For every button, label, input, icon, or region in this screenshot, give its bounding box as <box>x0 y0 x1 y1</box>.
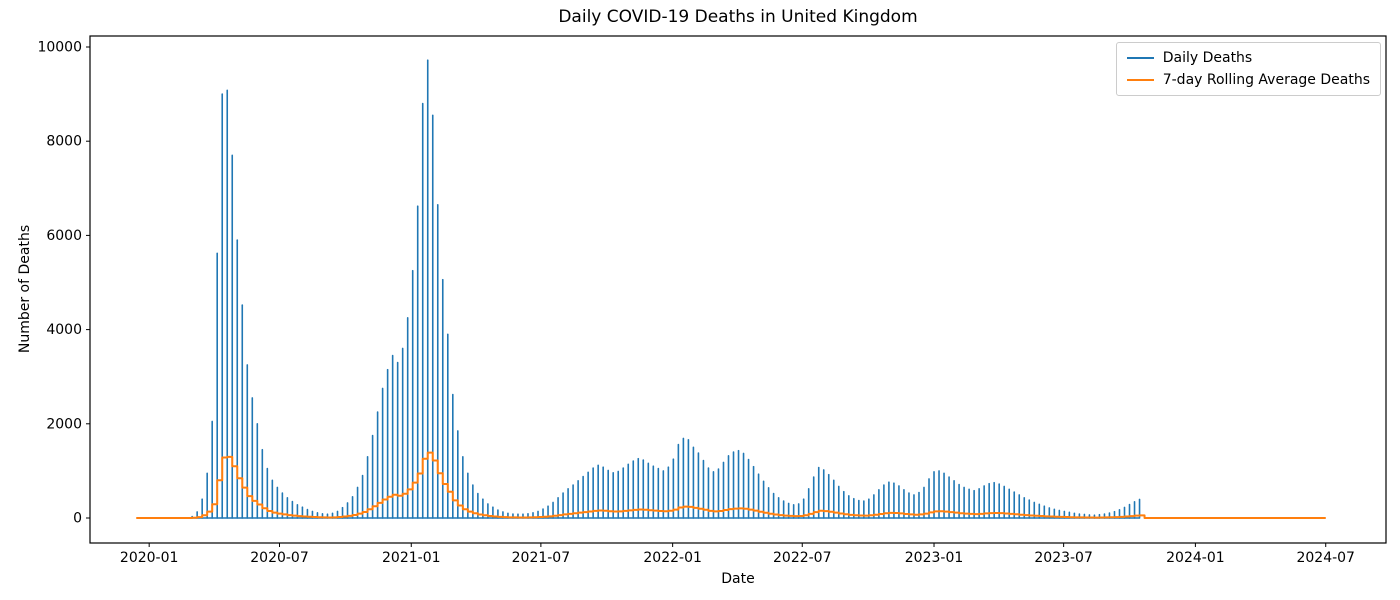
daily-deaths-line-swatch <box>1126 57 1154 59</box>
svg-text:2000: 2000 <box>46 416 82 432</box>
svg-text:2024-07: 2024-07 <box>1296 550 1355 566</box>
svg-text:2022-07: 2022-07 <box>773 550 832 566</box>
svg-text:6000: 6000 <box>46 228 82 244</box>
svg-text:2024-01: 2024-01 <box>1166 550 1225 566</box>
svg-text:2022-01: 2022-01 <box>643 550 702 566</box>
legend-label-rolling-average: 7-day Rolling Average Deaths <box>1162 72 1370 88</box>
svg-text:2021-07: 2021-07 <box>512 550 571 566</box>
svg-text:2020-07: 2020-07 <box>250 550 309 566</box>
chart-title: Daily COVID-19 Deaths in United Kingdom <box>558 7 918 27</box>
svg-text:2023-07: 2023-07 <box>1034 550 1093 566</box>
rolling-average-line-swatch <box>1126 79 1154 81</box>
legend: Daily Deaths 7-day Rolling Average Death… <box>1115 42 1381 96</box>
legend-item-rolling-average: 7-day Rolling Average Deaths <box>1126 72 1370 88</box>
y-axis-label: Number of Deaths <box>17 224 33 353</box>
legend-label-daily-deaths: Daily Deaths <box>1162 50 1253 66</box>
x-axis-label: Date <box>721 571 755 587</box>
legend-item-daily-deaths: Daily Deaths <box>1126 50 1370 66</box>
svg-text:8000: 8000 <box>46 134 82 150</box>
svg-text:4000: 4000 <box>46 322 82 338</box>
svg-text:2021-01: 2021-01 <box>382 550 441 566</box>
svg-text:0: 0 <box>73 511 82 527</box>
svg-text:10000: 10000 <box>37 40 82 56</box>
svg-text:2023-01: 2023-01 <box>905 550 964 566</box>
svg-text:2020-01: 2020-01 <box>120 550 179 566</box>
